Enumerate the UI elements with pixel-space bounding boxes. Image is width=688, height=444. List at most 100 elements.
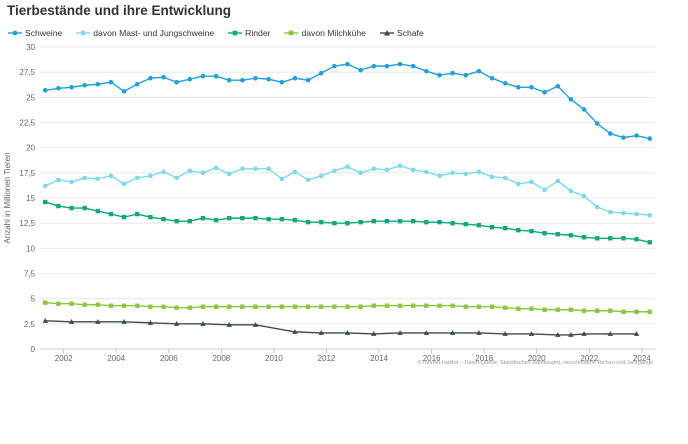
x-tick-label: 2022 xyxy=(580,354,598,363)
series-1-point xyxy=(292,169,298,175)
series-4-point xyxy=(252,322,259,327)
series-3-point xyxy=(345,304,350,309)
series-0-point xyxy=(266,76,271,82)
series-3-point xyxy=(384,303,390,308)
series-1-point xyxy=(253,166,258,172)
series-1-point xyxy=(200,170,206,176)
series-3-point xyxy=(555,307,560,312)
x-tick-label: 2014 xyxy=(370,354,388,363)
series-2-point xyxy=(56,203,61,209)
series-4-point xyxy=(607,331,614,336)
series-0-point xyxy=(437,72,442,78)
series-4-point xyxy=(200,321,206,326)
x-tick-label: 2024 xyxy=(633,354,651,363)
series-1-point xyxy=(542,187,547,193)
series-1-point xyxy=(69,179,74,185)
series-0-point xyxy=(226,77,232,83)
legend-swatch xyxy=(284,30,299,36)
series-2-point xyxy=(581,235,587,240)
series-0-point xyxy=(240,77,245,83)
series-4-point xyxy=(318,330,324,335)
legend-label: Rinder xyxy=(245,28,271,38)
series-2-point xyxy=(240,215,245,221)
y-tick-label: 5 xyxy=(31,295,36,304)
series-4-line xyxy=(45,320,637,336)
series-3-point xyxy=(227,304,232,309)
legend-item-2[interactable]: Rinder xyxy=(228,28,270,38)
series-2-point xyxy=(292,217,298,223)
series-1-point xyxy=(608,209,613,215)
series-2-point xyxy=(227,215,232,221)
series-3-point xyxy=(411,303,416,308)
series-2-point xyxy=(279,216,284,222)
series-4-point xyxy=(476,330,482,335)
series-1-point xyxy=(305,177,311,183)
series-1-point xyxy=(634,211,639,217)
series-2-point xyxy=(594,236,600,241)
series-0-point xyxy=(581,107,587,112)
legend-label: davon Mast- und Jungschweine xyxy=(93,28,215,38)
series-1-point xyxy=(555,178,561,184)
series-0-point xyxy=(292,75,298,81)
series-3-point xyxy=(594,308,600,313)
series-2-point xyxy=(148,214,153,220)
series-3-point xyxy=(121,303,127,308)
series-1-point xyxy=(384,167,390,173)
series-4-point xyxy=(68,319,75,324)
series-2-point xyxy=(187,218,193,224)
x-tick-label: 2008 xyxy=(212,354,230,363)
series-2-point xyxy=(529,229,534,234)
series-1-point xyxy=(371,166,377,172)
series-1-point xyxy=(424,169,429,175)
y-tick-label: 22,5 xyxy=(19,119,35,128)
y-tick-label: 27,5 xyxy=(19,68,35,77)
series-4-point xyxy=(42,318,48,323)
series-0-point xyxy=(161,74,166,80)
series-2-point xyxy=(516,228,521,233)
series-3-point xyxy=(266,304,271,309)
series-0-point xyxy=(82,82,87,88)
series-1-point xyxy=(450,170,455,176)
legend-swatch xyxy=(8,30,22,36)
series-0-point xyxy=(476,68,482,74)
series-4-point xyxy=(344,330,351,335)
series-1-point xyxy=(187,168,193,174)
series-0-point xyxy=(345,61,350,67)
legend-item-1[interactable]: davon Mast- und Jungschweine xyxy=(76,28,214,38)
series-3-point xyxy=(424,303,429,308)
legend-item-3[interactable]: davon Milchkühe xyxy=(284,28,366,38)
legend: Schweine davon Mast- und Jungschweine Rind… xyxy=(8,28,424,38)
series-4-point xyxy=(226,322,232,327)
series-3-point xyxy=(634,309,639,314)
series-4-point xyxy=(397,330,403,335)
legend-item-0[interactable]: Schweine xyxy=(8,28,62,38)
series-2-point xyxy=(305,219,311,225)
y-tick-label: 12,5 xyxy=(19,219,35,228)
series-2-point xyxy=(358,219,363,225)
x-tick-label: 2006 xyxy=(160,354,178,363)
series-2-point xyxy=(647,240,652,245)
legend-label: Schafe xyxy=(396,28,424,38)
series-3-point xyxy=(319,304,324,309)
series-2-point xyxy=(568,233,574,238)
series-0-point xyxy=(463,72,469,78)
y-tick-label: 2,5 xyxy=(24,320,36,329)
series-0-point xyxy=(213,73,219,79)
legend-item-4[interactable]: Schafe xyxy=(379,28,424,38)
series-0-point xyxy=(279,79,285,85)
series-0-point xyxy=(516,84,521,90)
series-3-point xyxy=(253,304,258,309)
series-3-point xyxy=(608,308,613,313)
series-1-point xyxy=(42,183,48,189)
series-2-point xyxy=(200,215,206,221)
series-2-point xyxy=(489,224,495,230)
series-4-point xyxy=(173,321,180,326)
series-1-point xyxy=(279,176,285,182)
series-1-point xyxy=(213,165,219,171)
series-2-point xyxy=(161,216,166,222)
series-0-point xyxy=(424,68,429,74)
series-3-point xyxy=(568,307,574,312)
series-1-point xyxy=(397,163,403,169)
series-1-point xyxy=(134,175,140,181)
series-2-point xyxy=(463,221,468,227)
